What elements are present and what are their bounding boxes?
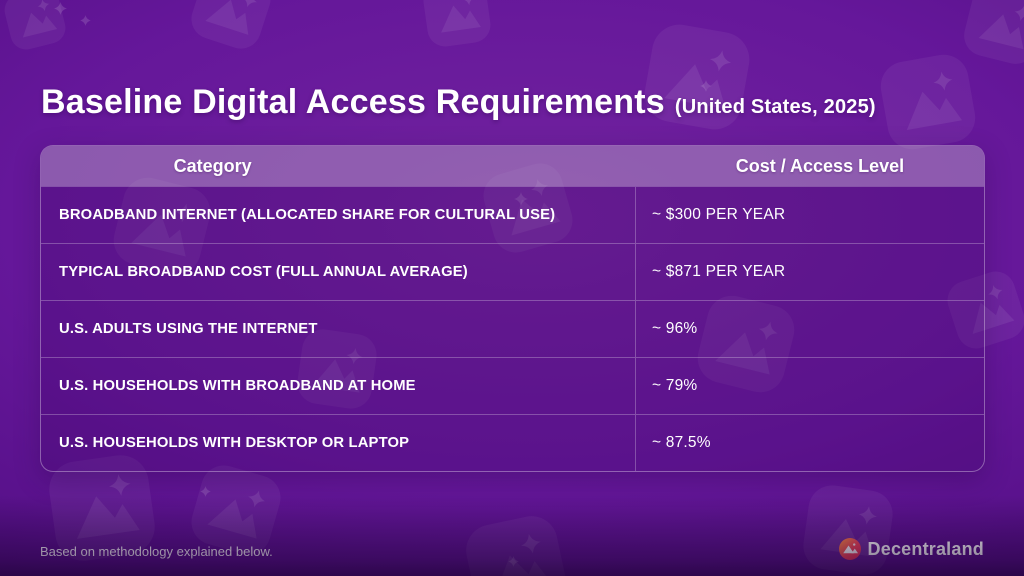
decentraland-wordmark: Decentraland bbox=[867, 538, 984, 559]
image-placeholder-tile-icon bbox=[697, 295, 795, 393]
decentraland-logo-icon bbox=[838, 538, 861, 560]
page-title-row: Baseline Digital Access Requirements (Uni… bbox=[41, 83, 876, 122]
table-row: U.S. HOUSEHOLDS WITH DESKTOP OR LAPTOP ~… bbox=[41, 414, 984, 471]
value-cell: ~ $300 PER YEAR bbox=[652, 206, 786, 223]
table-row: TYPICAL BROADBAND COST (FULL ANNUAL AVER… bbox=[41, 243, 984, 300]
sparkle-icon bbox=[514, 192, 528, 206]
image-placeholder-tile-icon bbox=[113, 177, 211, 275]
value-cell: ~ 96% bbox=[652, 320, 698, 337]
category-cell: U.S. HOUSEHOLDS WITH BROADBAND AT HOME bbox=[41, 358, 637, 414]
image-placeholder-tile-icon bbox=[423, 0, 491, 47]
image-placeholder-tile-icon bbox=[191, 465, 281, 555]
value-cell: ~ 87.5% bbox=[652, 434, 711, 451]
value-cell: ~ $871 PER YEAR bbox=[652, 263, 786, 280]
category-cell: TYPICAL BROADBAND COST (FULL ANNUAL AVER… bbox=[41, 244, 637, 300]
column-header-cost: Cost / Access Level bbox=[735, 156, 905, 176]
sparkle-icon bbox=[700, 80, 712, 92]
footnote: Based on methodology explained below. bbox=[40, 544, 273, 559]
sparkle-icon bbox=[54, 2, 67, 15]
sparkle-icon bbox=[200, 486, 211, 497]
image-placeholder-tile-icon bbox=[644, 24, 750, 130]
category-cell: BROADBAND INTERNET (ALLOCATED SHARE FOR … bbox=[41, 187, 637, 243]
page-title: Baseline Digital Access Requirements bbox=[41, 83, 665, 121]
table-row: U.S. HOUSEHOLDS WITH BROADBAND AT HOME ~… bbox=[41, 357, 984, 414]
column-header-category: Category bbox=[173, 156, 252, 176]
sparkle-icon bbox=[508, 556, 519, 567]
decentraland-logo: Decentraland bbox=[838, 538, 984, 560]
table-row: U.S. ADULTS USING THE INTERNET ~ 96% bbox=[41, 300, 984, 357]
image-placeholder-tile-icon bbox=[191, 0, 271, 49]
image-placeholder-tile-icon bbox=[880, 54, 976, 150]
sparkle-icon bbox=[80, 15, 91, 26]
image-placeholder-tile-icon bbox=[483, 163, 573, 253]
table-row: BROADBAND INTERNET (ALLOCATED SHARE FOR … bbox=[41, 186, 984, 243]
image-placeholder-tile-icon bbox=[4, 0, 66, 50]
image-placeholder-tile-icon bbox=[297, 329, 377, 409]
page-subtitle: (United States, 2025) bbox=[674, 96, 876, 118]
data-table: Category Cost / Access Level BROADBAND I… bbox=[40, 145, 985, 472]
category-cell: U.S. ADULTS USING THE INTERNET bbox=[41, 301, 637, 357]
category-cell: U.S. HOUSEHOLDS WITH DESKTOP OR LAPTOP bbox=[41, 415, 637, 471]
image-placeholder-tile-icon bbox=[947, 271, 1024, 349]
image-placeholder-tile-icon bbox=[49, 455, 155, 561]
value-cell: ~ 79% bbox=[652, 377, 698, 394]
table-header-row: Category Cost / Access Level bbox=[41, 146, 984, 186]
